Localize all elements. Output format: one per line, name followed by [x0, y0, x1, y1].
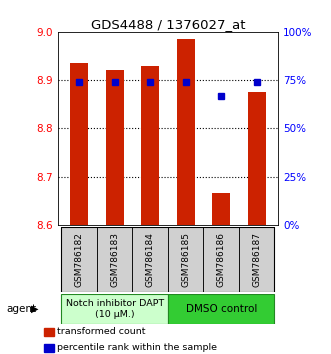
Text: agent: agent [7, 304, 37, 314]
Text: Notch inhibitor DAPT
(10 μM.): Notch inhibitor DAPT (10 μM.) [66, 299, 164, 319]
Text: GSM786186: GSM786186 [217, 232, 226, 287]
Bar [204, 227, 239, 292]
Bar [213, 193, 230, 225]
Bar [71, 63, 88, 225]
Text: GSM786183: GSM786183 [110, 232, 119, 287]
Text: ▶: ▶ [31, 304, 39, 314]
Text: GSM786182: GSM786182 [75, 232, 84, 287]
Bar [239, 227, 274, 292]
Text: GSM786184: GSM786184 [146, 232, 155, 287]
Bar [177, 39, 195, 225]
Text: GSM786185: GSM786185 [181, 232, 190, 287]
Bar [97, 227, 132, 292]
Bar [106, 70, 123, 225]
Title: GDS4488 / 1376027_at: GDS4488 / 1376027_at [91, 18, 245, 31]
Bar [62, 227, 97, 292]
Bar [44, 344, 54, 352]
Text: GSM786187: GSM786187 [252, 232, 261, 287]
Text: percentile rank within the sample: percentile rank within the sample [57, 343, 217, 353]
Bar [132, 227, 168, 292]
Bar [168, 294, 274, 324]
Bar [62, 294, 168, 324]
Bar [168, 227, 204, 292]
Text: transformed count: transformed count [57, 327, 145, 336]
Text: DMSO control: DMSO control [186, 304, 257, 314]
Bar [248, 92, 265, 225]
Bar [141, 65, 159, 225]
Bar [44, 327, 54, 336]
